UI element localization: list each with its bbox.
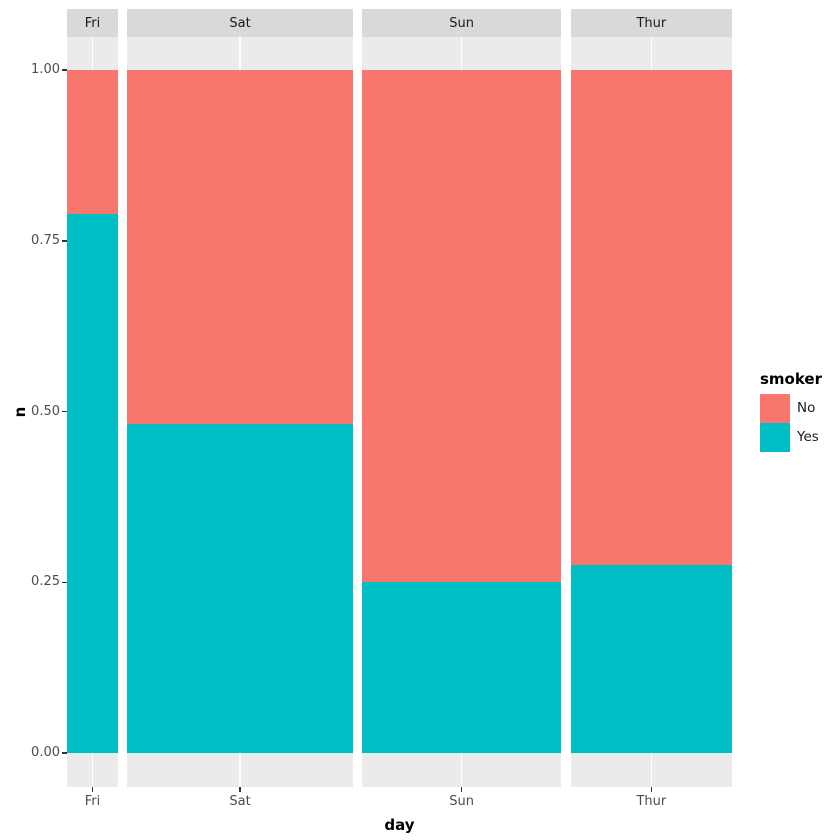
facet-strip-label: Thur	[636, 15, 667, 31]
y-tick-label: 0.50	[31, 403, 60, 419]
x-tick-mark	[460, 787, 463, 792]
bar-segment-yes	[127, 423, 353, 753]
facet-panel	[127, 37, 353, 787]
y-tick-mark	[61, 581, 67, 583]
x-axis-title: day	[384, 816, 415, 834]
facet-panel	[570, 37, 732, 787]
facet-strip-label: Fri	[84, 15, 101, 31]
legend-key	[760, 423, 790, 452]
facet-strip: Thur	[570, 9, 732, 37]
facet-panel	[362, 37, 562, 787]
y-tick-mark	[61, 240, 67, 242]
y-tick-label: 0.00	[31, 745, 60, 760]
legend-title: smoker	[760, 370, 823, 388]
y-tick-mark	[61, 69, 67, 71]
x-tick-label: Fri	[84, 794, 101, 809]
x-tick-mark	[91, 787, 94, 792]
x-tick-mark	[239, 787, 241, 792]
bar-segment-yes	[362, 582, 562, 753]
x-tick-label: Sat	[229, 794, 251, 809]
y-tick-label: 0.25	[31, 574, 60, 590]
y-tick-label: 0.75	[31, 232, 60, 248]
facet-strip-label: Sat	[229, 15, 251, 31]
bar-segment-no	[67, 70, 118, 215]
bar-segment-no	[127, 70, 353, 424]
y-tick-label: 1.00	[31, 62, 60, 77]
facet-strip: Sun	[362, 9, 562, 37]
legend-label: No	[797, 400, 816, 416]
bar-segment-yes	[570, 565, 732, 753]
x-tick-label: Sun	[449, 794, 475, 809]
y-tick-mark	[61, 410, 67, 413]
facet-strip-label: Sun	[449, 15, 475, 31]
y-tick-mark	[61, 752, 67, 754]
facet-strip: Sat	[127, 9, 353, 37]
facet-panel	[67, 37, 118, 787]
facet-strip: Fri	[67, 9, 118, 37]
legend-label: Yes	[797, 429, 819, 445]
bar-segment-yes	[67, 214, 118, 753]
x-tick-label: Thur	[636, 794, 667, 809]
bar-segment-no	[362, 70, 562, 583]
x-tick-mark	[650, 787, 653, 792]
legend-key	[760, 394, 790, 423]
bar-segment-no	[570, 70, 732, 566]
